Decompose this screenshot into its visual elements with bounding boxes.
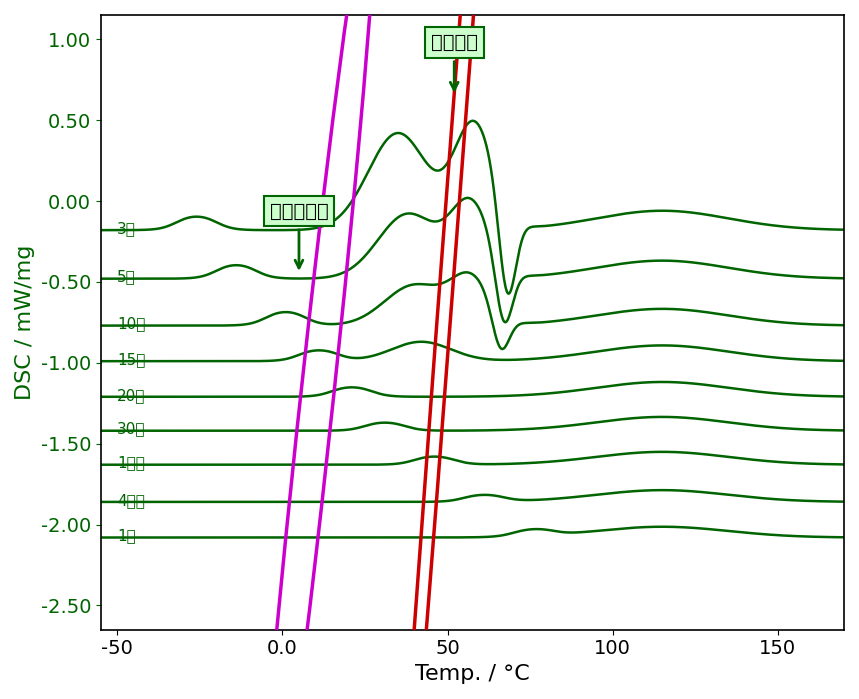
Text: 1日: 1日	[118, 528, 136, 543]
Text: 5分: 5分	[118, 270, 136, 284]
Text: 3分: 3分	[118, 221, 137, 236]
Text: 20分: 20分	[118, 388, 146, 403]
Text: 玻璃化转变: 玻璃化转变	[270, 201, 328, 268]
Text: 10分: 10分	[118, 317, 146, 331]
Text: 15分: 15分	[118, 352, 146, 367]
Y-axis label: DSC / mW/mg: DSC / mW/mg	[15, 245, 35, 400]
Text: 4時間: 4時間	[118, 493, 145, 507]
X-axis label: Temp. / °C: Temp. / °C	[415, 664, 530, 684]
Text: 30分: 30分	[118, 421, 146, 437]
Text: 固化反应: 固化反应	[430, 34, 478, 90]
Text: 1時間: 1時間	[118, 456, 145, 470]
